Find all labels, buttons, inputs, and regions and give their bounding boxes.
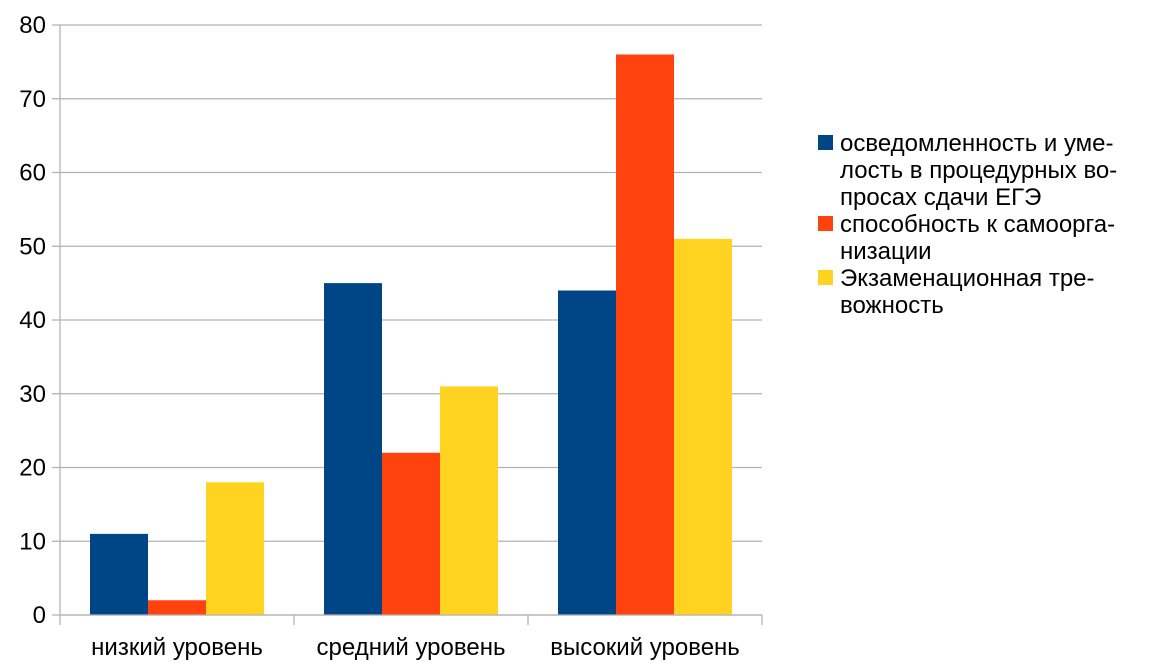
y-tick-label: 60 [19, 160, 46, 187]
bar-2-2 [382, 452, 440, 615]
y-tick-label: 0 [33, 602, 46, 629]
x-tick-label: средний уровень [317, 634, 506, 661]
legend-label: Экзаменационная тре-вожность [840, 265, 1095, 319]
y-tick-label: 80 [19, 12, 46, 39]
bar-1-1 [90, 533, 148, 615]
y-tick-label: 20 [19, 455, 46, 482]
x-axis-tick-labels: низкий уровень средний уровень высокий уро… [91, 634, 740, 661]
y-axis-tick-labels: 0 10 20 30 40 50 60 70 80 [19, 12, 46, 629]
y-tick-label: 50 [19, 233, 46, 260]
bar-1-3 [558, 290, 616, 615]
legend-swatch [818, 270, 833, 285]
legend-item: Экзаменационная тре-вожность [818, 265, 1148, 319]
bar-1-2 [324, 283, 382, 615]
y-tick-label: 10 [19, 528, 46, 555]
bar-3-3 [674, 238, 732, 615]
x-tick-label: высокий уровень [550, 634, 740, 661]
legend-label: осведомленность и уме-лость в процедурны… [840, 130, 1118, 211]
bar-3-1 [206, 482, 264, 615]
bar-3-2 [440, 386, 498, 615]
legend-item: осведомленность и уме-лость в процедурны… [818, 130, 1148, 211]
bar-2-3 [616, 54, 674, 615]
legend: осведомленность и уме-лость в процедурны… [818, 130, 1148, 319]
y-tick-label: 40 [19, 307, 46, 334]
x-tick-label: низкий уровень [91, 634, 263, 661]
legend-swatch [818, 216, 833, 231]
axes [52, 24, 763, 625]
bar-2-1 [148, 600, 206, 615]
y-tick-label: 30 [19, 381, 46, 408]
legend-swatch [818, 135, 833, 150]
legend-label: способность к самоорга-низации [840, 211, 1116, 265]
y-tick-label: 70 [19, 86, 46, 113]
bars [60, 54, 762, 616]
gridlines [60, 24, 762, 616]
legend-item: способность к самоорга-низации [818, 211, 1148, 265]
